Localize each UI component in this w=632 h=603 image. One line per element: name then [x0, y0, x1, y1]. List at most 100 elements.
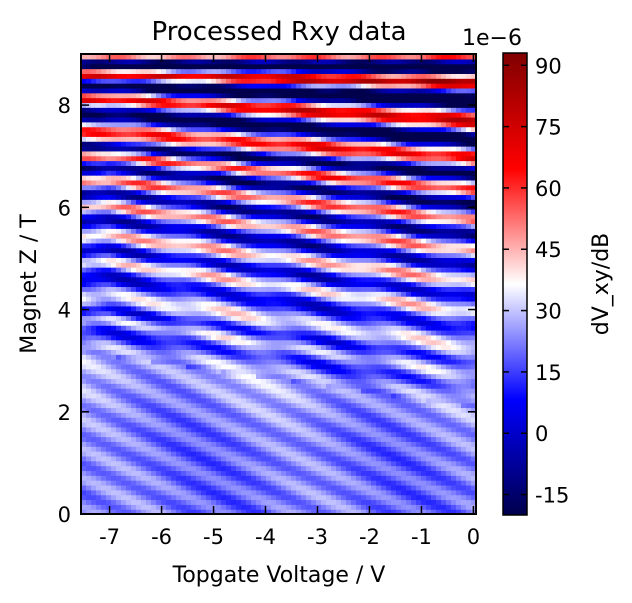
heatmap-cell [351, 373, 357, 380]
heatmap-cell [306, 383, 312, 389]
heatmap-cell [241, 412, 247, 418]
heatmap-cell [241, 465, 247, 472]
heatmap-cell [301, 305, 307, 312]
heatmap-cell [136, 441, 142, 447]
heatmap-cell [216, 465, 222, 472]
heatmap-cell [441, 509, 447, 515]
heatmap-cell [296, 339, 302, 346]
heatmap-cell [206, 325, 212, 331]
heatmap-cell [186, 441, 192, 447]
heatmap-cell [391, 407, 397, 413]
heatmap-cell [321, 383, 327, 389]
heatmap-cell [346, 247, 352, 254]
heatmap-cell [166, 412, 172, 418]
heatmap-cell [436, 300, 442, 307]
heatmap-cell [431, 296, 437, 302]
heatmap-cell [266, 300, 272, 307]
heatmap-cell [366, 426, 372, 433]
heatmap-cell [391, 325, 397, 331]
heatmap-cell [181, 499, 187, 505]
heatmap-cell [436, 271, 442, 278]
heatmap-cell [391, 208, 397, 215]
heatmap-cell [416, 218, 422, 225]
heatmap-cell [381, 504, 387, 510]
heatmap-cell [401, 310, 407, 317]
heatmap-cell [271, 441, 277, 447]
heatmap-cell [426, 247, 432, 254]
heatmap-cell [426, 368, 432, 375]
heatmap-cell [346, 475, 352, 481]
heatmap-cell [116, 223, 122, 229]
heatmap-cell [96, 242, 102, 249]
heatmap-cell [346, 368, 352, 375]
heatmap-cell [451, 489, 457, 496]
heatmap-cell [186, 489, 192, 496]
heatmap-cell [121, 233, 127, 239]
heatmap-cell [356, 296, 362, 302]
heatmap-cell [386, 320, 392, 326]
heatmap-cell [181, 402, 187, 409]
heatmap-cell [251, 349, 257, 355]
heatmap-cell [271, 509, 277, 515]
heatmap-cell [451, 417, 457, 423]
heatmap-cell [211, 242, 217, 249]
heatmap-cell [341, 484, 347, 491]
heatmap-cell [216, 460, 222, 467]
heatmap-cell [471, 291, 477, 297]
heatmap-cell [181, 378, 187, 384]
heatmap-cell [226, 484, 232, 491]
heatmap-cell [456, 213, 462, 220]
heatmap-cell [361, 325, 367, 331]
heatmap-cell [286, 242, 292, 249]
heatmap-cell [431, 339, 437, 346]
heatmap-cell [411, 397, 417, 404]
heatmap-cell [291, 451, 297, 457]
heatmap-cell [246, 484, 252, 491]
heatmap-cell [216, 402, 222, 409]
heatmap-cell [241, 257, 247, 263]
heatmap-cell [161, 426, 167, 433]
heatmap-cell [116, 388, 122, 394]
heatmap-cell [206, 213, 212, 220]
heatmap-cell [456, 359, 462, 365]
heatmap-cell [256, 228, 262, 234]
heatmap-cell [321, 455, 327, 462]
heatmap-cell [336, 494, 342, 501]
heatmap-cell [126, 407, 132, 413]
heatmap-cell [471, 257, 477, 263]
heatmap-cell [406, 431, 412, 438]
heatmap-cell [326, 213, 332, 220]
heatmap-cell [146, 484, 152, 491]
heatmap-cell [266, 310, 272, 317]
heatmap-cell [216, 451, 222, 457]
heatmap-cell [276, 407, 282, 413]
heatmap-cell [461, 363, 467, 370]
heatmap-cell [346, 300, 352, 307]
heatmap-cell [121, 412, 127, 418]
heatmap-cell [466, 315, 472, 321]
heatmap-cell [111, 233, 117, 239]
heatmap-cell [421, 504, 427, 510]
heatmap-cell [366, 330, 372, 336]
heatmap-cell [401, 446, 407, 452]
heatmap-cell [371, 354, 377, 360]
heatmap-cell [466, 320, 472, 326]
heatmap-cell [466, 257, 472, 263]
heatmap-cell [406, 383, 412, 389]
heatmap-cell [406, 480, 412, 486]
heatmap-cell [151, 296, 157, 302]
heatmap-cell [321, 368, 327, 375]
heatmap-cell [296, 392, 302, 399]
heatmap-cell [126, 480, 132, 486]
heatmap-cell [151, 349, 157, 355]
heatmap-cell [271, 330, 277, 336]
heatmap-cell [426, 363, 432, 370]
heatmap-cell [326, 363, 332, 370]
heatmap-cell [231, 392, 237, 399]
heatmap-cell [446, 262, 452, 268]
heatmap-cell [381, 242, 387, 249]
heatmap-cell [266, 276, 272, 283]
heatmap-cell [256, 426, 262, 433]
heatmap-cell [226, 388, 232, 394]
heatmap-cell [201, 426, 207, 433]
